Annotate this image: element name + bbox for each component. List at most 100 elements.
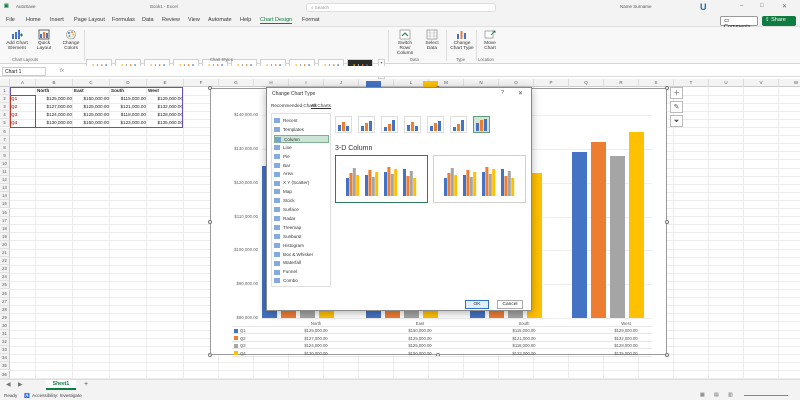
row-header[interactable]: 34 <box>0 354 10 363</box>
sheet-nav-left-icon[interactable]: ◀ <box>6 382 11 388</box>
chart-type-item[interactable]: Sunburst <box>274 233 329 241</box>
tab-all-charts[interactable]: All Charts <box>311 103 331 109</box>
row-header[interactable]: 12 <box>0 176 10 185</box>
column-header[interactable]: H <box>254 79 289 87</box>
tab-data[interactable]: Data <box>142 17 154 23</box>
switch-row-column-button[interactable]: Switch Row/ Column <box>392 29 418 56</box>
column-header[interactable]: P <box>534 79 569 87</box>
table-cell[interactable]: $125,000.00 <box>83 104 109 110</box>
chart-type-item[interactable]: Surface <box>274 206 329 214</box>
table-cell[interactable]: $150,000.00 <box>83 120 109 126</box>
table-cell[interactable]: $129,000.00 <box>157 96 183 102</box>
row-header[interactable]: 28 <box>0 305 10 314</box>
search-box[interactable]: ⌕ Search <box>306 3 496 12</box>
column-header[interactable]: N <box>464 79 499 87</box>
row-label-cell[interactable]: Q2 <box>11 104 18 110</box>
row-header[interactable]: 18 <box>0 224 10 233</box>
chart-preview[interactable] <box>335 155 428 203</box>
fx-icon[interactable]: fx <box>60 68 64 74</box>
page-break-view-icon[interactable]: ▥ <box>728 392 733 398</box>
comments-button[interactable]: ▭ Comments <box>720 16 758 30</box>
row-header[interactable]: 6 <box>0 127 10 136</box>
add-chart-element-button[interactable]: Add Chart Element <box>4 29 30 51</box>
maximize-button[interactable]: □ <box>760 3 764 9</box>
column-header[interactable]: W <box>779 79 800 87</box>
table-cell[interactable]: $150,000.00 <box>83 96 109 102</box>
tab-chart-design[interactable]: Chart Design <box>260 17 293 24</box>
tab-insert[interactable]: Insert <box>50 17 64 23</box>
row-header[interactable]: 27 <box>0 297 10 306</box>
resize-handle[interactable] <box>208 353 212 357</box>
row-header[interactable]: 7 <box>0 135 10 144</box>
user-name[interactable]: Name Surname <box>620 4 652 9</box>
column-header[interactable]: O <box>499 79 534 87</box>
change-colors-button[interactable]: Change Colors <box>60 29 82 51</box>
column-subtype-icon[interactable] <box>473 116 490 133</box>
table-cell[interactable]: $123,000.00 <box>120 120 146 126</box>
column-subtype-icon[interactable] <box>427 116 444 133</box>
chart-type-item[interactable]: Stock <box>274 197 329 205</box>
change-chart-type-button[interactable]: Change Chart Type <box>450 29 474 51</box>
row-header[interactable]: 23 <box>0 265 10 274</box>
row-header[interactable]: 24 <box>0 273 10 282</box>
sheet-nav-right-icon[interactable]: ▶ <box>18 382 23 388</box>
row-header[interactable]: 9 <box>0 151 10 160</box>
column-header[interactable]: C <box>73 79 110 87</box>
column-header[interactable]: E <box>147 79 184 87</box>
column-header[interactable]: B <box>36 79 73 87</box>
row-header[interactable]: 14 <box>0 192 10 201</box>
chart-type-item[interactable]: Column <box>274 134 329 144</box>
row-header[interactable]: 16 <box>0 208 10 217</box>
column-header[interactable]: A <box>10 79 36 87</box>
resize-handle[interactable] <box>436 353 440 357</box>
column-header[interactable]: T <box>674 79 709 87</box>
row-header[interactable]: 29 <box>0 313 10 322</box>
chart-type-item[interactable]: Funnel <box>274 268 329 276</box>
chart-type-item[interactable]: X Y (Scatter) <box>274 179 329 187</box>
row-header[interactable]: 13 <box>0 184 10 193</box>
row-header[interactable]: 2 <box>0 95 10 104</box>
table-header-cell[interactable]: North <box>37 88 50 93</box>
tab-home[interactable]: Home <box>26 17 41 23</box>
autosave-label[interactable]: AutoSave <box>16 4 36 9</box>
tab-help[interactable]: Help <box>240 17 252 23</box>
add-sheet-button[interactable]: + <box>84 381 89 388</box>
chart-elements-icon[interactable]: ＋ <box>670 87 683 99</box>
table-cell[interactable]: $132,000.00 <box>157 104 183 110</box>
column-header[interactable]: V <box>744 79 779 87</box>
chart-preview[interactable] <box>433 155 526 203</box>
row-header[interactable]: 8 <box>0 143 10 152</box>
chart-styles-brush-icon[interactable]: ✎ <box>670 101 683 113</box>
row-header[interactable]: 4 <box>0 111 10 120</box>
table-cell[interactable]: $130,000.00 <box>46 120 72 126</box>
chart-bar[interactable] <box>610 155 625 318</box>
row-header[interactable]: 20 <box>0 240 10 249</box>
resize-handle[interactable] <box>665 353 669 357</box>
chart-bar[interactable] <box>591 142 606 318</box>
user-avatar[interactable]: U <box>700 2 707 12</box>
chart-type-item[interactable]: Waterfall <box>274 259 329 267</box>
column-header[interactable]: R <box>604 79 639 87</box>
chart-type-item[interactable]: Treemap <box>274 224 329 232</box>
chart-bar[interactable] <box>629 131 644 318</box>
column-header[interactable]: Q <box>569 79 604 87</box>
row-header[interactable]: 22 <box>0 257 10 266</box>
column-header[interactable]: F <box>184 79 219 87</box>
row-label-cell[interactable]: Q4 <box>11 120 18 126</box>
normal-view-icon[interactable]: ▦ <box>700 392 705 398</box>
resize-handle[interactable] <box>208 86 212 90</box>
table-cell[interactable]: $121,000.00 <box>120 104 146 110</box>
accessibility-status[interactable]: Accessibility: Investigate <box>32 393 82 398</box>
table-header-cell[interactable]: West <box>148 88 159 93</box>
chart-type-item[interactable]: Bar <box>274 162 329 170</box>
tab-recommended-charts[interactable]: Recommended Charts <box>271 103 317 108</box>
column-subtype-icon[interactable] <box>404 116 421 133</box>
chart-type-item[interactable]: Histogram <box>274 242 329 250</box>
table-cell[interactable]: $127,000.00 <box>46 104 72 110</box>
tab-automate[interactable]: Automate <box>208 17 232 23</box>
tab-view[interactable]: View <box>188 17 200 23</box>
move-chart-button[interactable]: Move Chart <box>480 29 500 51</box>
table-cell[interactable]: $135,000.00 <box>157 120 183 126</box>
row-header[interactable]: 36 <box>0 370 10 379</box>
chart-type-item[interactable]: Templates <box>274 126 329 134</box>
